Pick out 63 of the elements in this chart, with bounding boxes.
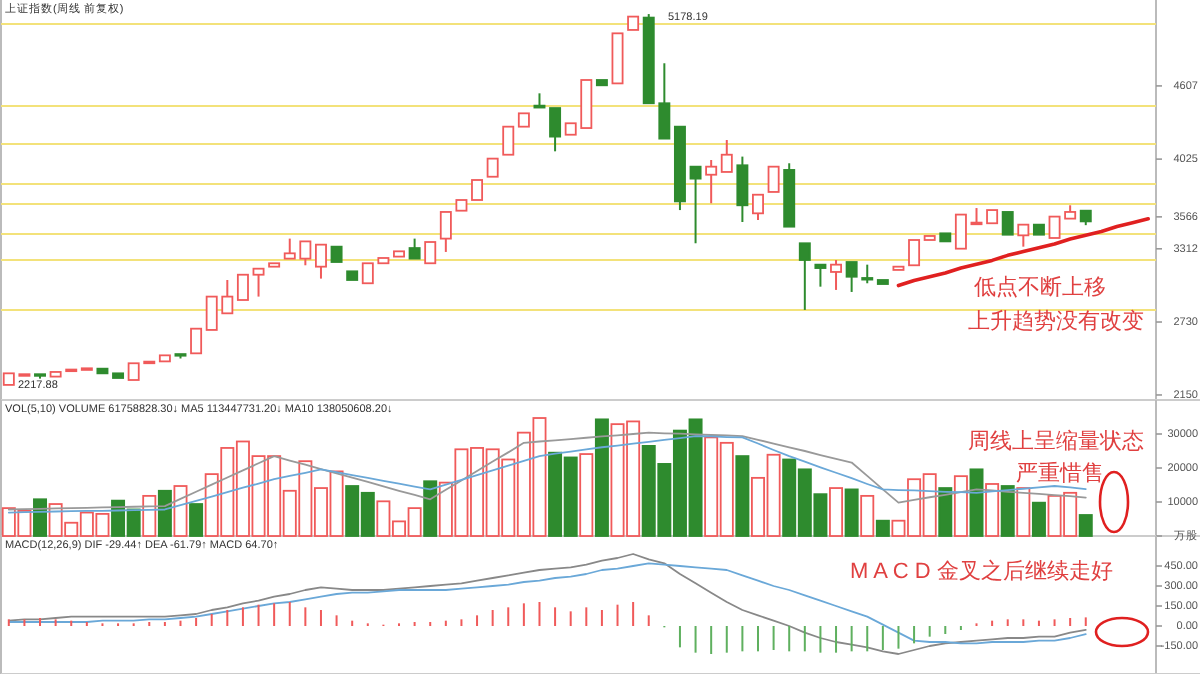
bar xyxy=(829,487,844,537)
candlestick xyxy=(923,235,936,241)
bar xyxy=(860,494,875,537)
candlestick xyxy=(876,279,889,285)
annotation: 周线上呈缩量状态 xyxy=(968,428,1144,454)
bar xyxy=(157,489,172,537)
candlestick xyxy=(783,162,796,228)
annotation: M A C D 金叉之后继续走好 xyxy=(850,558,1113,584)
bar xyxy=(844,488,859,537)
candlestick xyxy=(1017,223,1030,248)
bar xyxy=(875,519,890,537)
candlestick xyxy=(986,209,999,225)
annotation: 低点不断上移 xyxy=(974,274,1106,300)
candlestick xyxy=(611,32,624,85)
candlestick xyxy=(1001,211,1014,236)
candlestick xyxy=(627,15,640,31)
annotation: 上升趋势没有改变 xyxy=(968,308,1144,334)
bar xyxy=(142,494,157,537)
candlestick xyxy=(939,232,952,243)
candlestick xyxy=(314,243,327,280)
candlestick xyxy=(814,263,827,288)
candlestick xyxy=(595,79,608,87)
candlestick xyxy=(549,107,562,153)
candlestick xyxy=(112,372,125,379)
candlestick xyxy=(908,239,921,267)
annotation: 严重惜售 xyxy=(1016,460,1104,486)
candlestick xyxy=(252,267,265,298)
candlestick xyxy=(158,354,171,363)
candlestick xyxy=(720,139,733,173)
bar xyxy=(1031,501,1046,537)
bar xyxy=(594,418,609,537)
candlestick xyxy=(471,179,484,201)
candlestick xyxy=(502,125,515,156)
candlestick xyxy=(236,273,249,301)
bar xyxy=(985,483,1000,537)
bar xyxy=(735,455,750,537)
candlestick xyxy=(96,367,109,375)
candlestick xyxy=(892,265,905,271)
candlestick xyxy=(346,270,359,281)
candlestick xyxy=(673,125,686,212)
bar xyxy=(969,468,984,537)
candlestick xyxy=(705,159,718,205)
candlestick xyxy=(393,250,405,258)
candlestick xyxy=(330,245,343,263)
candlestick xyxy=(268,262,281,268)
candlestick xyxy=(1032,223,1045,236)
candlestick xyxy=(486,157,499,178)
candlestick xyxy=(689,165,702,245)
bar xyxy=(1016,487,1031,537)
candlestick xyxy=(424,241,437,265)
bar xyxy=(1000,485,1015,537)
candlestick xyxy=(954,213,967,250)
bar xyxy=(423,480,438,537)
candlestick xyxy=(190,327,203,355)
bar xyxy=(938,487,953,537)
bar xyxy=(189,503,204,537)
candlestick xyxy=(798,242,811,311)
bar xyxy=(953,475,968,537)
bar xyxy=(579,453,594,537)
candlestick xyxy=(517,112,530,128)
candlestick xyxy=(767,165,780,193)
candlestick xyxy=(752,193,764,221)
bar xyxy=(1078,514,1093,537)
